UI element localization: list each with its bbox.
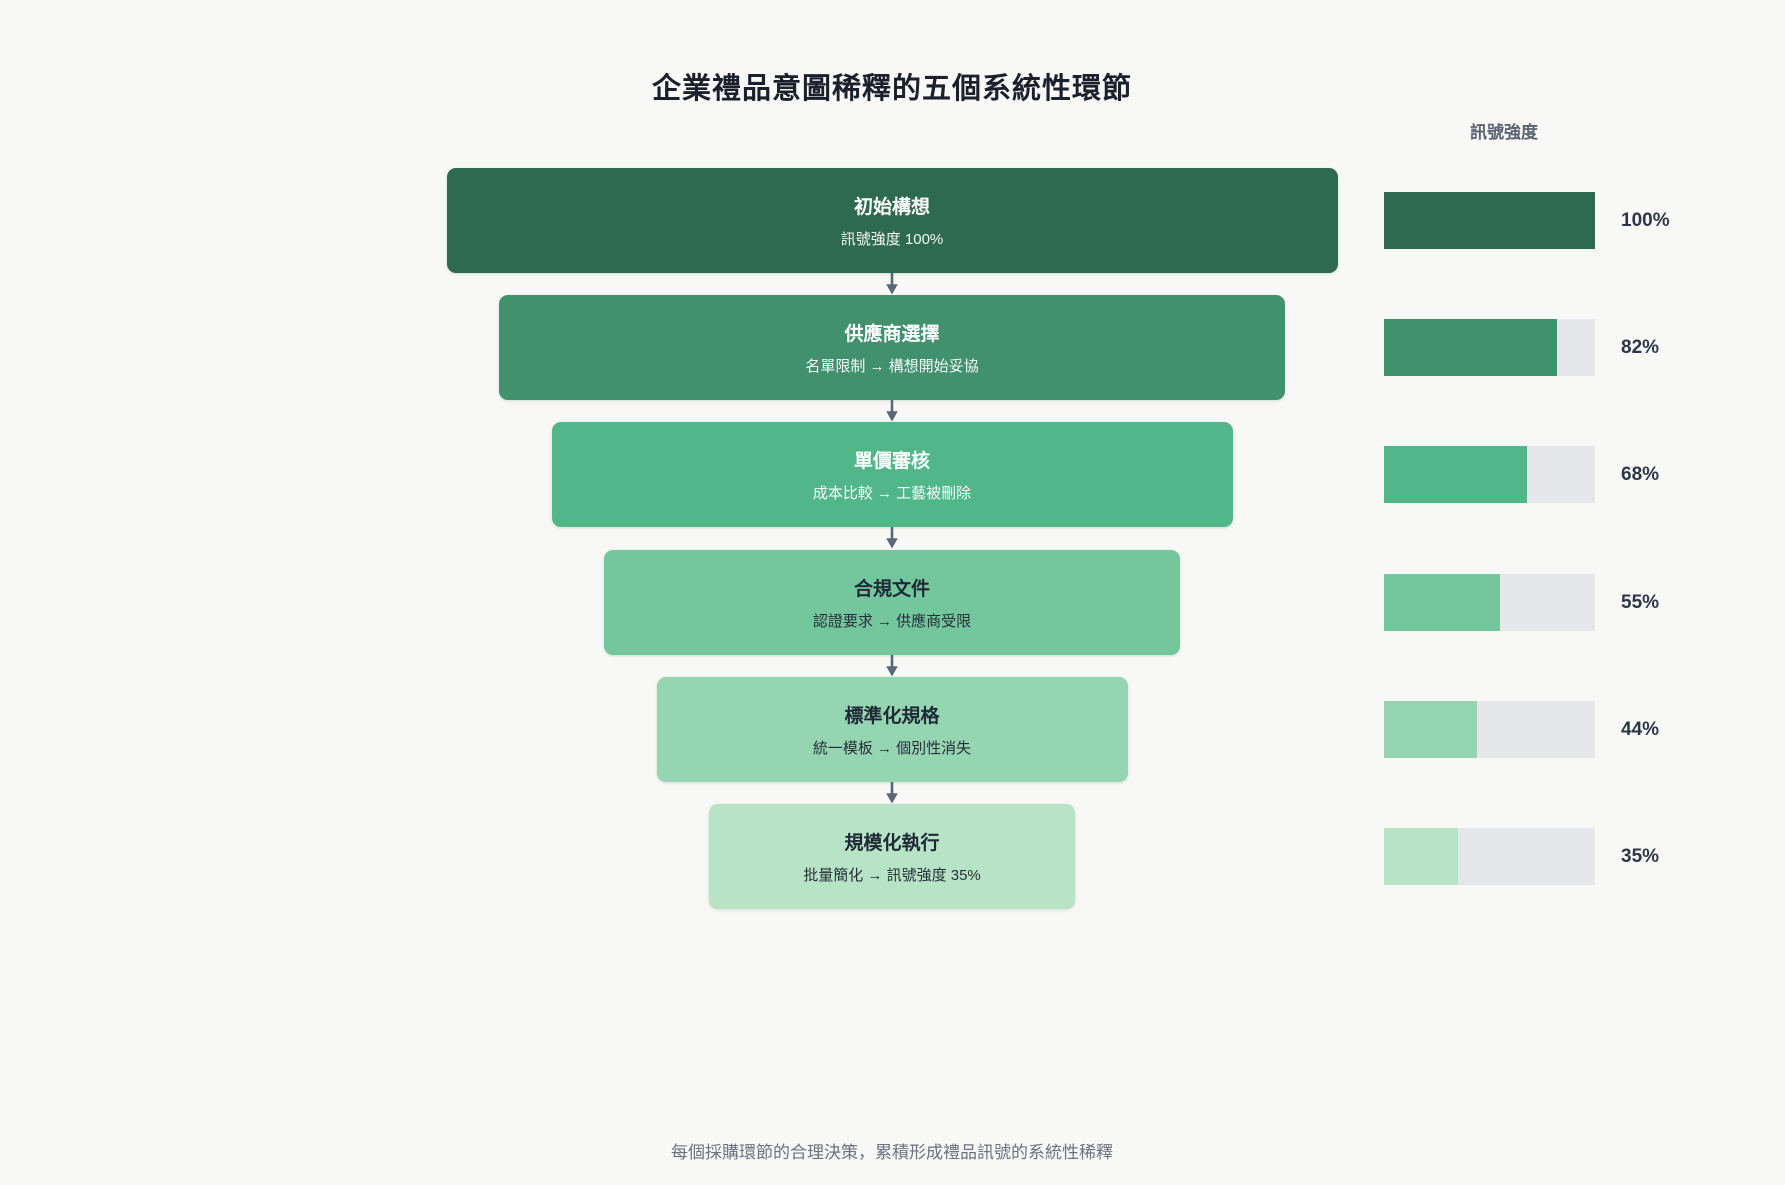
signal-bar-track — [1384, 828, 1595, 885]
stage-title: 初始構想 — [853, 197, 930, 218]
stage-detail: 訊號強度 100% — [840, 231, 944, 248]
signal-percent-label: 55% — [1621, 592, 1660, 613]
page-title: 企業禮品意圖稀釋的五個系統性環節 — [651, 73, 1133, 106]
signal-bar-track — [1384, 319, 1595, 376]
funnel-stage-box: 單價審核 成本比較 → 工藝被刪除 — [551, 422, 1233, 527]
signal-bar-track — [1384, 574, 1595, 631]
footer-caption: 每個採購環節的合理決策，累積形成禮品訊號的系統性稀釋 — [671, 1143, 1113, 1162]
stage-title: 標準化規格 — [844, 706, 940, 727]
stage-title: 單價審核 — [853, 451, 930, 472]
signal-percent-label: 100% — [1621, 210, 1670, 231]
signal-percent-label: 82% — [1621, 337, 1660, 358]
signal-percent-label: 35% — [1621, 846, 1660, 867]
signal-bar-fill — [1384, 192, 1595, 249]
arrow-down-icon — [886, 273, 898, 295]
arrow-down-icon — [886, 782, 898, 804]
stage-detail: 成本比較 → 工藝被刪除 — [812, 485, 972, 502]
funnel-stage-box: 初始構想 訊號強度 100% — [446, 168, 1338, 273]
signal-bar-track — [1384, 192, 1595, 249]
signal-strength-column-header: 訊號強度 — [1470, 123, 1538, 142]
funnel-stage-box: 供應商選擇 名單限制 → 構想開始妥協 — [499, 295, 1285, 400]
stage-detail: 認證要求 → 供應商受限 — [812, 613, 972, 630]
arrow-down-icon — [886, 655, 898, 677]
funnel-stage-box: 規模化執行 批量簡化 → 訊號強度 35% — [709, 804, 1075, 909]
signal-bar-fill — [1384, 828, 1458, 885]
stage-title: 規模化執行 — [844, 833, 940, 854]
signal-bar-fill — [1384, 446, 1528, 503]
funnel-stage-box: 合規文件 認證要求 → 供應商受限 — [604, 550, 1180, 655]
signal-percent-label: 68% — [1621, 464, 1660, 485]
signal-percent-label: 44% — [1621, 719, 1660, 740]
stage-detail: 批量簡化 → 訊號強度 35% — [803, 867, 981, 884]
arrow-down-icon — [886, 400, 898, 422]
stage-title: 供應商選擇 — [844, 324, 940, 345]
stage-title: 合規文件 — [853, 579, 930, 600]
signal-bar-fill — [1384, 319, 1558, 376]
signal-bar-fill — [1384, 701, 1477, 758]
signal-bar-track — [1384, 701, 1595, 758]
arrow-down-icon — [886, 527, 898, 549]
funnel-stage-box: 標準化規格 統一模板 → 個別性消失 — [656, 677, 1128, 782]
stage-detail: 名單限制 → 構想開始妥協 — [805, 358, 979, 375]
stage-detail: 統一模板 → 個別性消失 — [812, 740, 972, 757]
signal-bar-fill — [1384, 574, 1501, 631]
signal-bar-track — [1384, 446, 1595, 503]
